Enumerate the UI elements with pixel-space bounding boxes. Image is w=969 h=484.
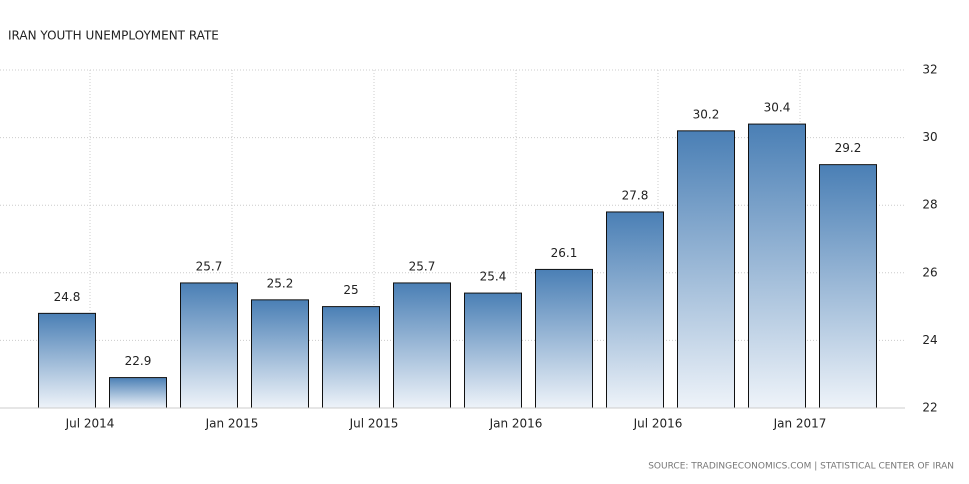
bar [606, 211, 664, 409]
y-tick-label: 32 [922, 63, 937, 77]
data-label: 30.4 [764, 101, 791, 115]
data-label: 30.2 [693, 107, 720, 121]
bar [251, 299, 309, 409]
x-tick-label: Jul 2014 [65, 417, 115, 431]
y-tick-label: 30 [922, 130, 937, 144]
chart-title: IRAN YOUTH UNEMPLOYMENT RATE [8, 29, 219, 43]
y-tick-label: 22 [922, 401, 937, 415]
bar [535, 268, 593, 409]
data-label: 25.4 [480, 270, 507, 284]
data-label: 26.1 [551, 246, 578, 260]
y-tick-label: 28 [922, 198, 937, 212]
y-tick-label: 26 [922, 265, 937, 279]
bar [109, 377, 167, 409]
data-label: 25.7 [409, 259, 436, 273]
y-tick-label: 24 [922, 333, 937, 347]
x-tick-label: Jul 2016 [633, 417, 683, 431]
x-tick-label: Jan 2016 [489, 417, 543, 431]
x-tick-label: Jan 2017 [773, 417, 827, 431]
bar [748, 123, 806, 409]
bar [464, 292, 522, 409]
bar [180, 282, 238, 409]
bar [677, 130, 735, 409]
bar [393, 282, 451, 409]
data-label: 22.9 [125, 354, 152, 368]
x-tick-label: Jul 2015 [349, 417, 399, 431]
bar [819, 164, 877, 409]
data-label: 25 [343, 283, 358, 297]
bar [38, 312, 96, 409]
data-label: 25.2 [267, 276, 294, 290]
data-label: 25.7 [196, 259, 223, 273]
data-label: 27.8 [622, 188, 649, 202]
data-label: 24.8 [54, 290, 81, 304]
bar [322, 306, 380, 409]
data-label: 29.2 [835, 141, 862, 155]
x-tick-label: Jan 2015 [205, 417, 259, 431]
source: SOURCE: TRADINGECONOMICS.COM | STATISTIC… [648, 462, 954, 472]
